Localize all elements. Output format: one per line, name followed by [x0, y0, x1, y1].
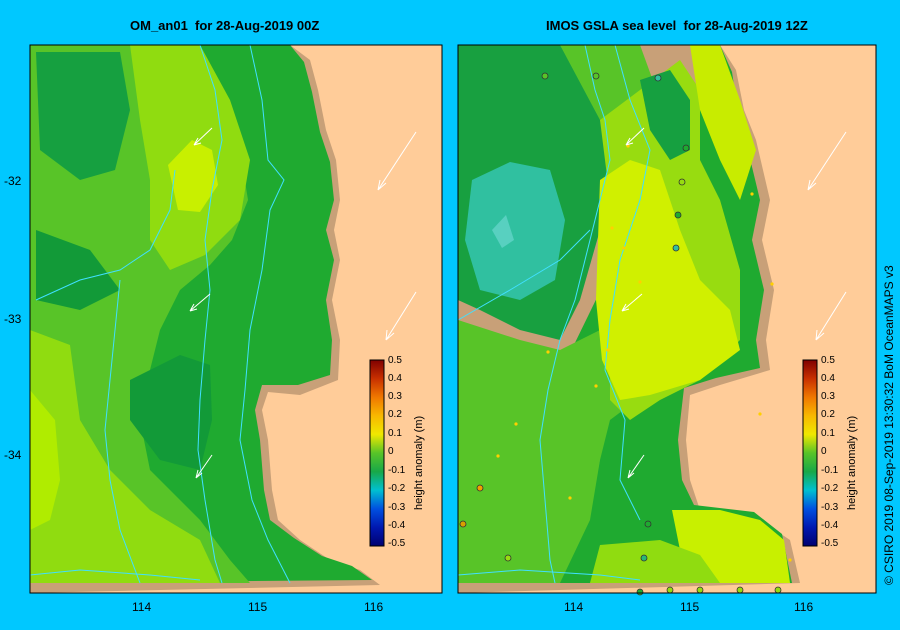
colorbar-tick: 0.1: [388, 428, 402, 439]
lon-label: 116: [794, 600, 814, 614]
right-contour-1: [539, 44, 611, 584]
right-frame: [457, 44, 877, 594]
left-contour-4: [104, 279, 141, 584]
left-region-yellow: [168, 140, 218, 212]
right-contour-2: [604, 44, 651, 521]
left-contour-1: [197, 44, 223, 584]
lat-label: -33: [4, 312, 22, 326]
credit-text: © CSIRO 2019 08-Sep-2019 13:30:32 BoM Oc…: [882, 265, 896, 585]
lon-label: 115: [680, 600, 700, 614]
right-region-teal-core: [492, 215, 514, 248]
colorbar-tick: -0.5: [388, 538, 406, 549]
colorbar-tick: -0.5: [821, 538, 839, 549]
colorbar-tick: -0.3: [388, 502, 406, 513]
left-colorbar: [369, 359, 385, 547]
left-contour-5: [29, 569, 201, 581]
colorbar-tick: 0.2: [821, 409, 835, 420]
colorbar-tick: 0: [388, 446, 394, 457]
left-region-yellow-b: [30, 390, 60, 530]
left-colorbar-label: height anomaly (m): [413, 415, 425, 510]
colorbar-tick: 0.3: [821, 391, 835, 402]
colorbar-tick: 0.5: [821, 355, 835, 366]
colorbar-tick: 0.5: [388, 355, 402, 366]
colorbar-tick: 0.4: [388, 373, 402, 384]
colorbar-tick: -0.4: [821, 520, 839, 531]
colorbar-tick: 0.4: [821, 373, 835, 384]
colorbar-tick: -0.1: [388, 465, 406, 476]
lon-label: 116: [364, 600, 384, 614]
left-map-title: OM_an01 for 28-Aug-2019 00Z: [130, 18, 320, 33]
colorbar-tick: -0.3: [821, 502, 839, 513]
left-region-darkgreen-a: [36, 52, 130, 180]
right-arrows: [621, 127, 847, 479]
right-region-yellow-top: [690, 45, 756, 200]
colorbar-tick: -0.1: [821, 465, 839, 476]
left-frame: [29, 44, 443, 594]
left-arrows: [189, 127, 417, 479]
right-observation-markers: [459, 72, 782, 596]
right-sparkle-markers: [496, 144, 792, 562]
right-region-teal: [465, 162, 565, 300]
right-region-yellow-sw: [590, 540, 720, 583]
lon-label: 115: [248, 600, 268, 614]
colorbar-tick: -0.4: [388, 520, 406, 531]
right-map-title: IMOS GSLA sea level for 28-Aug-2019 12Z: [546, 18, 808, 33]
colorbar-tick: 0.1: [821, 428, 835, 439]
left-contour-2: [239, 44, 291, 584]
left-contour-3: [35, 169, 176, 301]
colorbar-tick: -0.2: [821, 483, 839, 494]
lon-label: 114: [132, 600, 152, 614]
colorbar-tick: 0.3: [388, 391, 402, 402]
right-colorbar: [802, 359, 818, 547]
left-region-yellowgreen-b: [30, 330, 220, 583]
lon-label: 114: [564, 600, 584, 614]
right-region-darkgreen-b: [640, 70, 690, 160]
colorbar-tick: 0.2: [388, 409, 402, 420]
right-region-yellow: [596, 160, 740, 400]
left-region-darkgreen-b: [130, 355, 212, 470]
right-contour-3: [457, 229, 591, 321]
right-colorbar-label: height anomaly (m): [846, 415, 858, 510]
right-contour-4: [457, 569, 641, 581]
lat-label: -32: [4, 174, 22, 188]
colorbar-tick: 0: [821, 446, 827, 457]
lat-label: -34: [4, 448, 22, 462]
left-map-panel: [29, 44, 443, 594]
colorbar-tick: -0.2: [388, 483, 406, 494]
